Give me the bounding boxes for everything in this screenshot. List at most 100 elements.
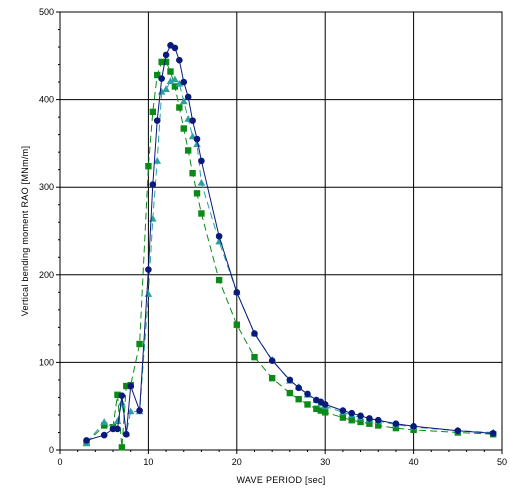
data-point-square [136, 340, 143, 348]
data-point-circle [454, 427, 462, 435]
data-point-circle [193, 135, 201, 143]
data-point-circle [171, 44, 179, 52]
data-point-circle [268, 357, 276, 364]
data-point-circle [251, 330, 258, 337]
data-point-square [268, 374, 276, 382]
data-point-circle [295, 384, 302, 392]
y-tick-label: 100 [39, 357, 54, 367]
data-point-circle [304, 390, 311, 398]
data-point-circle [136, 407, 143, 414]
series-line [86, 61, 494, 448]
data-point-triangle [118, 398, 126, 406]
data-point-square [348, 417, 355, 424]
data-point-triangle [171, 75, 179, 83]
x-tick-label: 50 [497, 457, 507, 467]
data-point-circle [321, 401, 329, 408]
data-point-square [145, 162, 152, 170]
y-axis-ticks: 0 100 200 300 400 500 [39, 7, 60, 455]
x-tick-label: 30 [320, 457, 330, 467]
data-point-circle [357, 412, 364, 420]
data-point-triangle [162, 85, 170, 92]
data-point-triangle [100, 418, 108, 425]
data-point-square [162, 58, 170, 66]
data-point-circle [180, 78, 188, 86]
data-point-square [295, 395, 302, 403]
data-point-circle [153, 117, 161, 124]
data-point-circle [286, 376, 294, 384]
y-tick-label: 400 [39, 95, 54, 105]
data-point-square [154, 71, 161, 79]
x-tick-label: 0 [57, 457, 62, 467]
data-point-square [286, 389, 294, 397]
data-point-square [198, 210, 205, 217]
series-circle [83, 41, 497, 444]
data-point-circle [162, 51, 170, 59]
data-point-circle [184, 93, 192, 101]
data-point-circle [100, 431, 108, 439]
data-point-square [101, 422, 108, 429]
x-tick-label: 40 [409, 457, 419, 467]
data-point-square [375, 422, 382, 429]
data-point-circle [198, 157, 205, 165]
data-point-circle [114, 425, 121, 433]
data-point-triangle [175, 80, 184, 87]
data-point-circle [118, 392, 126, 399]
data-point-circle [123, 430, 130, 438]
data-point-square [313, 405, 320, 413]
y-tick-label: 0 [49, 445, 54, 455]
grid-lines [60, 12, 502, 450]
data-point-triangle [153, 157, 162, 164]
data-point-square [123, 382, 130, 390]
data-point-triangle [149, 214, 157, 222]
data-point-square [118, 444, 126, 451]
data-point-triangle [197, 179, 206, 186]
x-axis-ticks: 0 10 20 30 40 50 [57, 450, 507, 467]
data-point-circle [176, 56, 183, 64]
data-point-square [251, 353, 258, 361]
data-point-square [149, 108, 157, 116]
data-point-triangle [113, 417, 122, 424]
data-point-triangle [166, 77, 175, 85]
data-point-square [215, 276, 223, 284]
x-tick-label: 10 [143, 457, 153, 467]
data-point-square [193, 190, 201, 197]
data-point-circle [233, 289, 241, 296]
data-point-circle [348, 409, 356, 417]
data-point-square [304, 401, 311, 408]
data-point-square [167, 68, 174, 75]
data-point-square [322, 409, 329, 416]
series-layer [82, 41, 497, 451]
data-point-square [158, 58, 165, 66]
data-point-square [392, 424, 400, 432]
data-point-square [189, 169, 196, 177]
data-point-square [339, 414, 347, 421]
series-square [83, 58, 497, 451]
data-point-triangle [126, 407, 135, 415]
data-point-circle [392, 420, 400, 428]
data-point-square [176, 104, 183, 111]
x-tick-label: 20 [232, 457, 242, 467]
data-point-square [114, 391, 121, 399]
data-point-circle [374, 416, 382, 424]
y-tick-label: 300 [39, 182, 54, 192]
data-point-square [317, 407, 324, 414]
data-point-square [180, 125, 187, 132]
data-point-circle [339, 407, 347, 414]
data-point-triangle [144, 290, 153, 297]
data-point-circle [410, 423, 417, 430]
data-point-square [171, 83, 179, 90]
data-point-circle [127, 382, 135, 390]
data-point-circle [145, 266, 152, 273]
data-point-circle [215, 232, 223, 240]
data-point-circle [189, 117, 196, 124]
y-tick-label: 200 [39, 270, 54, 280]
data-point-circle [366, 415, 373, 422]
data-point-circle [489, 430, 497, 437]
plot-frame [59, 11, 503, 451]
data-point-triangle [179, 97, 188, 105]
series-line [86, 78, 494, 444]
data-point-square [366, 420, 373, 427]
series-line [86, 44, 494, 441]
data-point-circle [83, 437, 90, 444]
